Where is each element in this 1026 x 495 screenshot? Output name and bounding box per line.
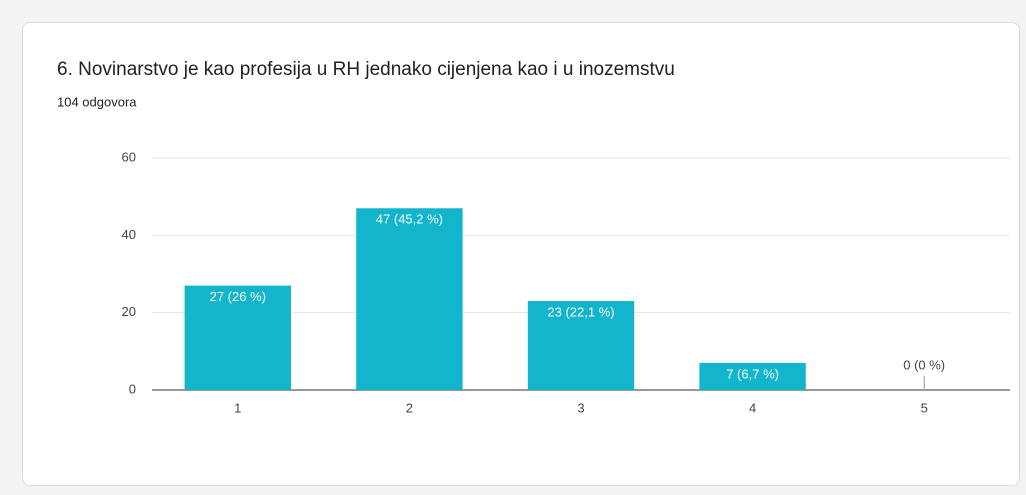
x-tick-label: 3 (577, 400, 584, 415)
value-label: 47 (45,2 %) (376, 212, 443, 227)
x-tick-label: 4 (749, 400, 756, 415)
chart-subtitle: 104 odgovora (57, 94, 137, 109)
bar (527, 301, 635, 390)
x-tick-label: 2 (406, 400, 413, 415)
card (22, 22, 1020, 486)
value-label: 7 (6,7 %) (726, 366, 779, 381)
bar (184, 285, 291, 390)
value-label: 23 (22,1 %) (547, 305, 614, 320)
bar (699, 362, 806, 390)
y-tick-label: 60 (122, 149, 136, 164)
bar (356, 208, 463, 390)
value-label: 0 (0 %) (903, 357, 945, 372)
y-tick-label: 0 (129, 381, 136, 396)
x-tick-label: 1 (234, 400, 241, 415)
y-tick-label: 40 (122, 227, 136, 242)
chart-title: 6. Novinarstvo je kao profesija u RH jed… (57, 59, 675, 80)
x-tick-label: 5 (921, 400, 928, 415)
y-tick-label: 20 (122, 304, 136, 319)
value-label: 27 (26 %) (210, 289, 266, 304)
